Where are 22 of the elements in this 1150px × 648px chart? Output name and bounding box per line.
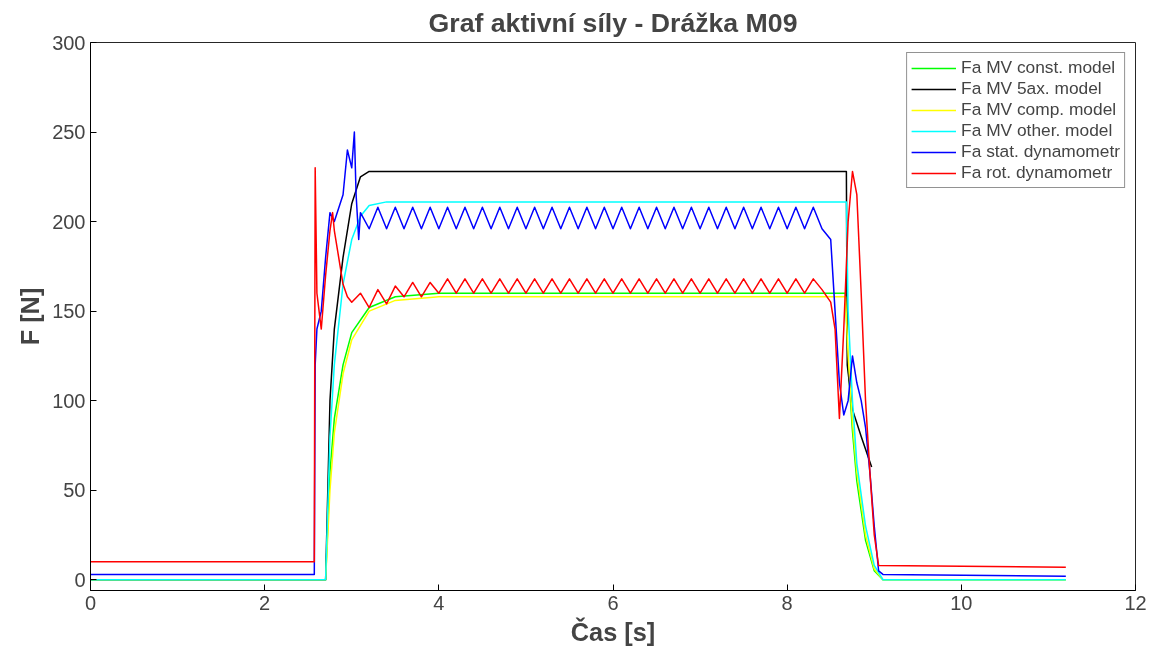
x-tick-label: 6 [607,591,619,614]
x-tick-label: 10 [950,591,973,614]
y-tick-label: 100 [52,389,86,412]
x-tick-label: 4 [433,591,445,614]
legend-label: Fa rot. dynamometr [961,162,1113,183]
y-tick-label: 200 [52,210,86,233]
y-tick-label: 300 [52,31,86,54]
x-tick-label: 8 [781,591,793,614]
legend-label: Fa MV 5ax. model [961,78,1102,99]
chart-title: Graf aktivní síly - Drážka M09 [428,7,798,38]
y-tick-label: 0 [74,568,86,591]
y-axis-title: F [N] [16,287,45,346]
legend-label: Fa MV other. model [961,120,1113,141]
x-axis-title: Čas [s] [570,616,656,646]
y-tick-label: 250 [52,121,86,144]
legend-label: Fa MV const. model [961,57,1116,78]
x-tick-label: 2 [259,591,271,614]
y-tick-label: 50 [63,479,86,502]
legend-label: Fa stat. dynamometr [961,141,1120,162]
y-tick-label: 150 [52,300,86,323]
x-tick-label: 12 [1124,591,1147,614]
legend-label: Fa MV comp. model [961,99,1117,120]
